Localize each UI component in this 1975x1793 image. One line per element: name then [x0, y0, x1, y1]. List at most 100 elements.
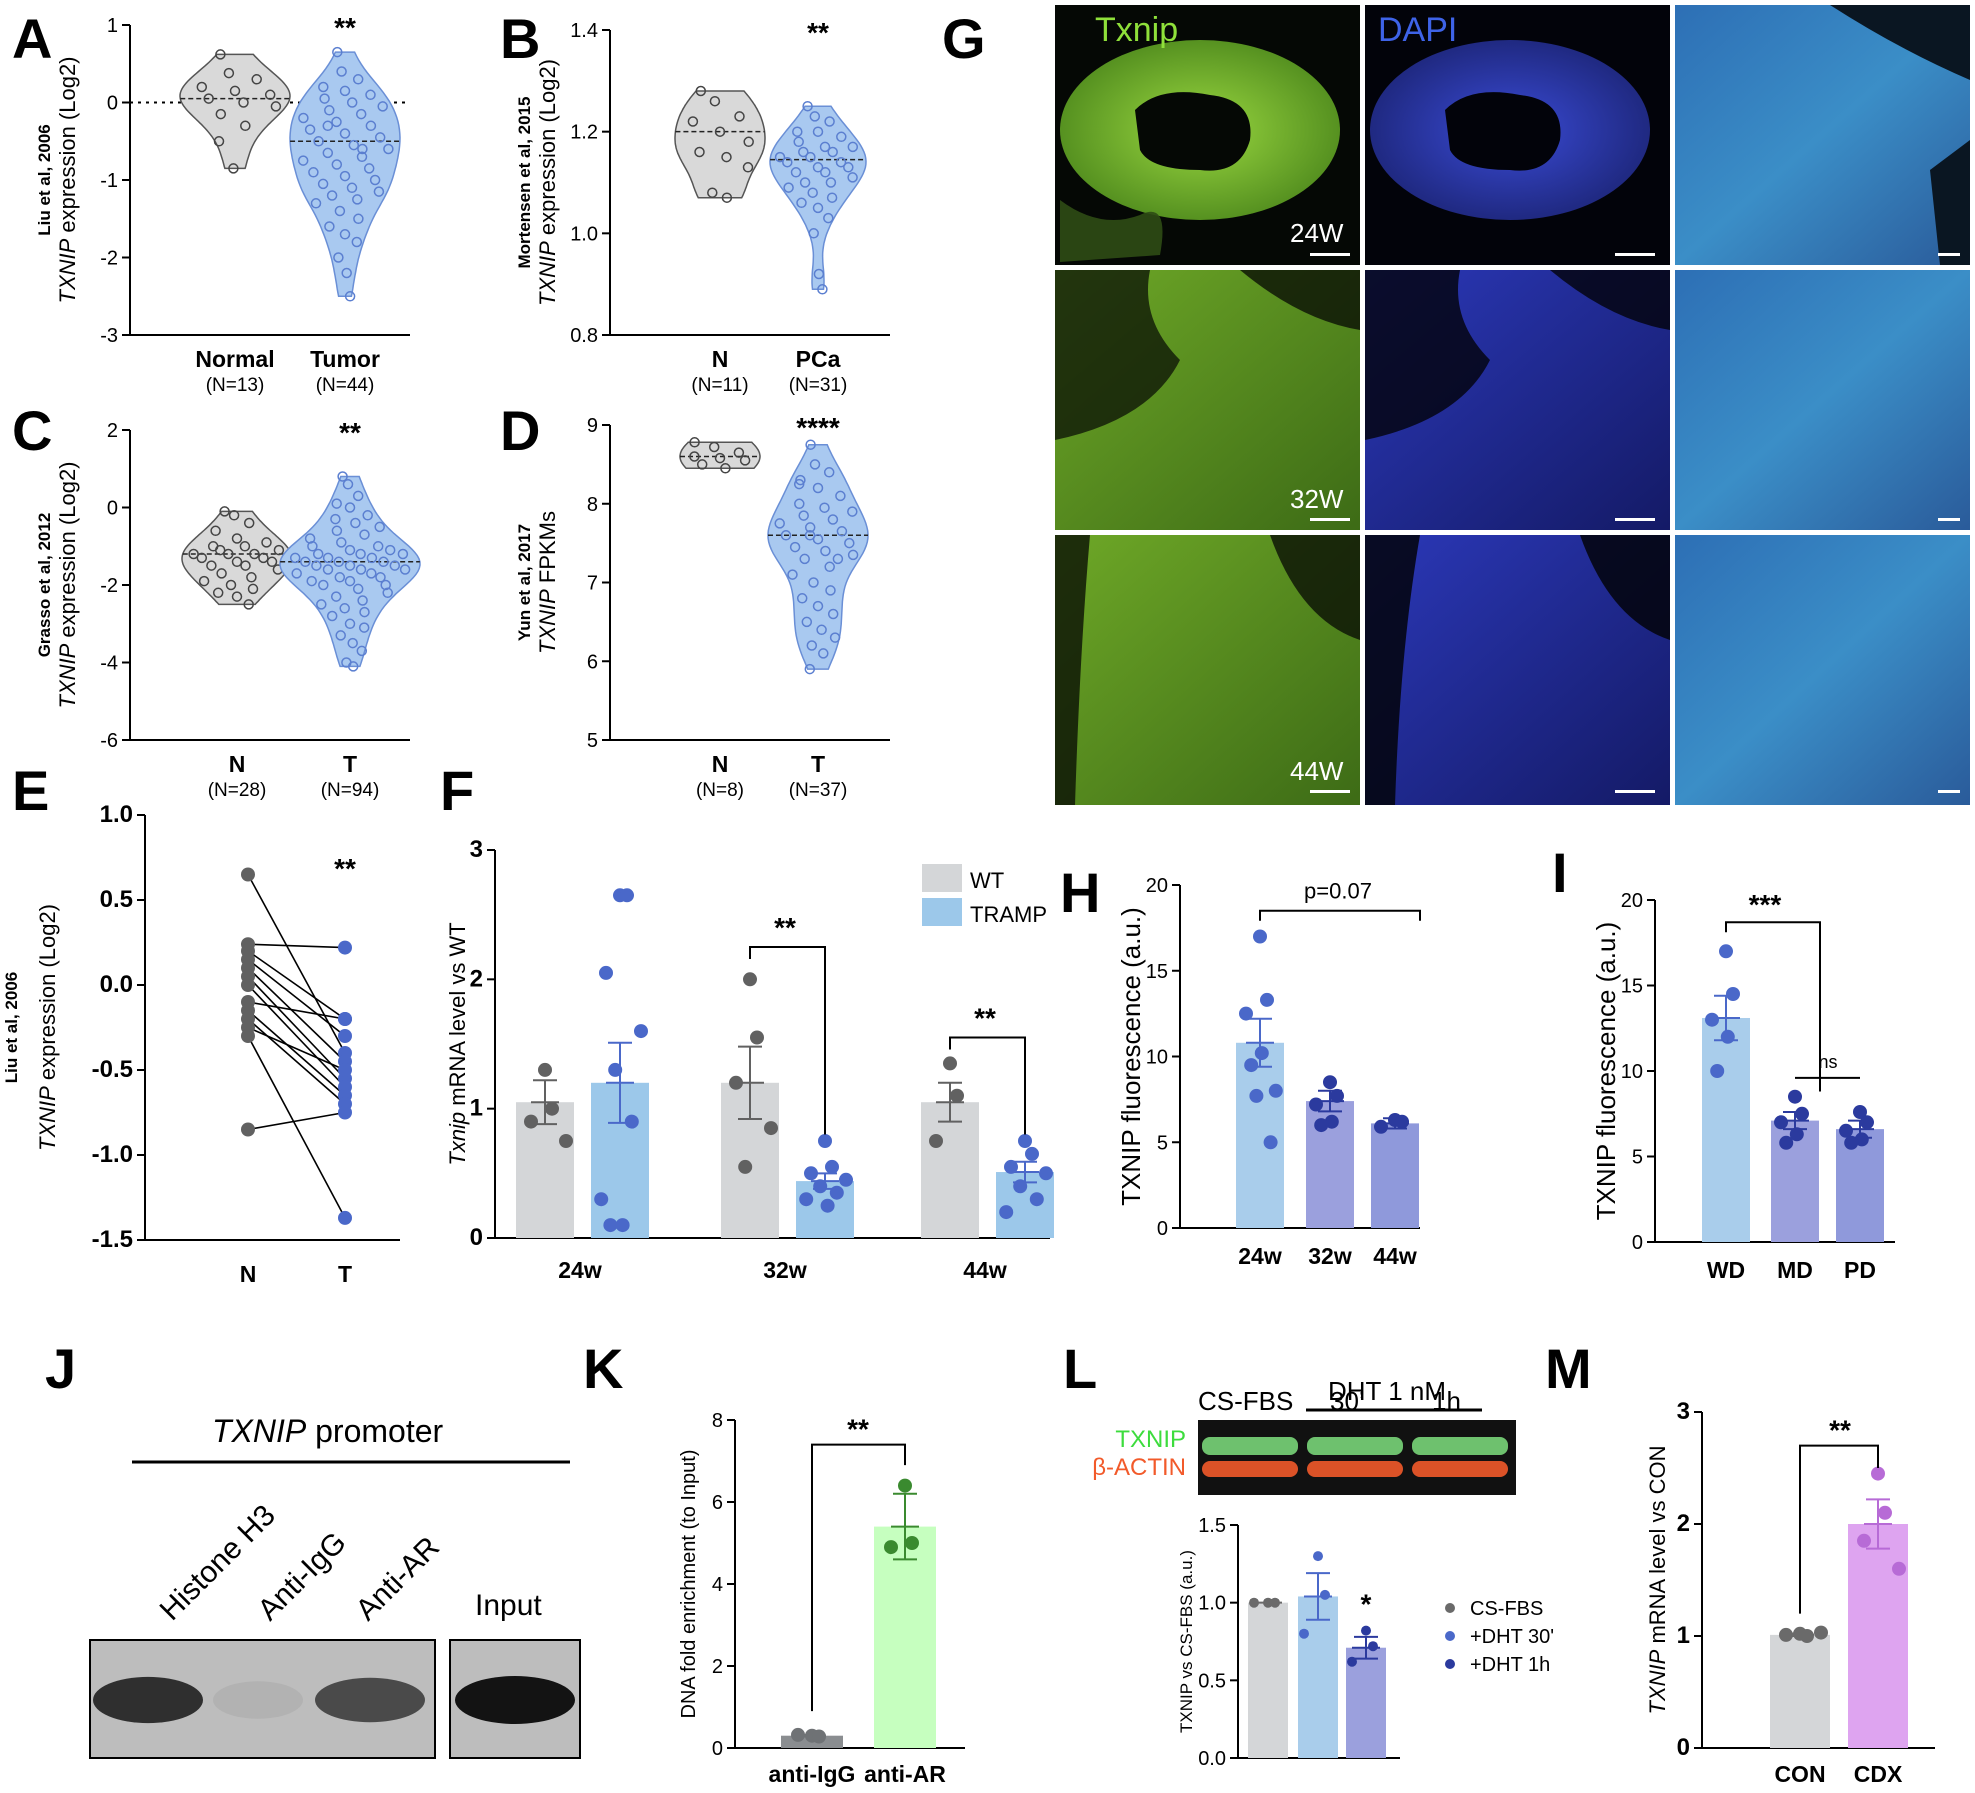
y-tick-label: 2 [1677, 1510, 1690, 1537]
data-point [783, 182, 794, 193]
data-point [365, 89, 376, 101]
y-tick-label: 0.5 [1198, 1670, 1226, 1692]
data-point [213, 136, 225, 147]
data-point [246, 572, 257, 583]
data-point [898, 1478, 912, 1493]
data-point [1324, 1114, 1339, 1129]
chart-b: 1.4 1.2 1.0 0.8 TXNIP expression (Log2)Morte… [515, 17, 890, 396]
blot-image [1198, 1420, 1516, 1495]
data-point [300, 556, 311, 568]
p-value-annotation: p=0.07 [1304, 879, 1372, 904]
data-point [373, 186, 385, 197]
data-point [709, 95, 721, 107]
data-point [216, 568, 227, 579]
bar [1848, 1524, 1908, 1748]
data-point-n [241, 867, 255, 882]
y-tick-label: 0 [107, 498, 118, 520]
data-point [801, 616, 813, 628]
y-axis-label-text: mRNA level vs CON [1645, 1446, 1670, 1650]
data-point [819, 502, 830, 513]
x-category-n: (N=8) [696, 780, 744, 801]
data-point [1013, 1179, 1028, 1194]
bar [921, 1102, 979, 1238]
data-point [813, 268, 825, 280]
data-point [1788, 1089, 1802, 1104]
micrograph-merge-32w [1675, 270, 1970, 530]
y-tick-label: 6 [712, 1492, 723, 1514]
data-point [1361, 1625, 1371, 1636]
data-point [1239, 1006, 1253, 1021]
data-point [608, 1062, 623, 1077]
x-category-n: (N=11) [691, 375, 748, 396]
data-point [313, 136, 324, 147]
data-point [799, 177, 811, 188]
data-point [322, 552, 334, 564]
data-point [258, 552, 269, 564]
pair-line [247, 967, 346, 1063]
data-point [1839, 1123, 1853, 1138]
data-point [825, 585, 836, 596]
data-point [318, 81, 329, 93]
y-tick-label: 6 [587, 651, 598, 673]
significance-marker: **** [796, 412, 840, 443]
data-point [743, 136, 754, 148]
data-point [1309, 1097, 1323, 1112]
dataset-source-label: Grasso et al, 2012 [35, 513, 54, 658]
y-axis-label-gene: TXNIP [35, 1086, 60, 1151]
panel-label-f: F [440, 759, 474, 822]
data-point [1299, 1628, 1309, 1639]
panel-label-b: B [500, 7, 540, 70]
scale-bar [1310, 790, 1350, 793]
pair-line [247, 874, 346, 1054]
channel-label-txnip: Txnip [1095, 11, 1178, 49]
y-axis-label-gene: TXNIP [535, 589, 560, 654]
data-point [1795, 1106, 1809, 1121]
y-tick-label: -2 [100, 248, 118, 270]
data-point [344, 618, 356, 630]
data-point [330, 591, 342, 602]
data-point [538, 1062, 552, 1077]
x-category-label: 24w [558, 1257, 602, 1283]
data-point [825, 1159, 839, 1174]
data-point [383, 143, 394, 155]
data-point [734, 111, 745, 122]
data-point [812, 482, 824, 494]
panel-label-h: H [1060, 861, 1100, 924]
data-point [827, 608, 839, 620]
chart-f: 3 2 1 0 Txnip mRNA level vs WT 24w 32w 44w ** ** W… [445, 836, 1054, 1283]
data-point-t [338, 1012, 352, 1026]
data-point [847, 172, 858, 183]
y-tick-label: 0 [470, 1224, 483, 1251]
data-point [266, 556, 278, 568]
data-point [228, 163, 239, 174]
y-tick-label: 2 [470, 965, 483, 992]
data-point [733, 447, 745, 458]
x-category-label: T [811, 751, 825, 777]
data-point-n [241, 978, 255, 992]
significance-marker: ** [807, 17, 829, 48]
x-category-label: N [712, 751, 729, 777]
data-point [817, 284, 828, 295]
data-point [318, 579, 329, 591]
data-point [322, 147, 334, 159]
data-point [1253, 929, 1267, 944]
y-axis-label-gene: TXNIP [535, 241, 560, 306]
data-point [594, 1192, 609, 1207]
x-category-n: (N=13) [206, 375, 265, 396]
data-point [798, 510, 809, 521]
data-point [812, 1729, 826, 1744]
y-axis-label: TXNIP expression (Log2) [55, 56, 80, 303]
scale-bar [1615, 790, 1655, 793]
pair-line [247, 1035, 346, 1219]
data-point [308, 167, 319, 178]
data-point [397, 548, 409, 560]
dark-region2-32w [1240, 270, 1360, 330]
y-tick-label: -1.5 [92, 1226, 133, 1253]
y-axis-label-gene: TXNIP [1645, 1649, 1670, 1714]
data-point [316, 599, 327, 610]
y-axis-label-text: mRNA level vs WT [445, 922, 470, 1111]
y-tick-label: 7 [587, 573, 598, 595]
data-point [820, 167, 831, 178]
significance-bracket [1259, 909, 1421, 921]
data-point [326, 610, 338, 622]
